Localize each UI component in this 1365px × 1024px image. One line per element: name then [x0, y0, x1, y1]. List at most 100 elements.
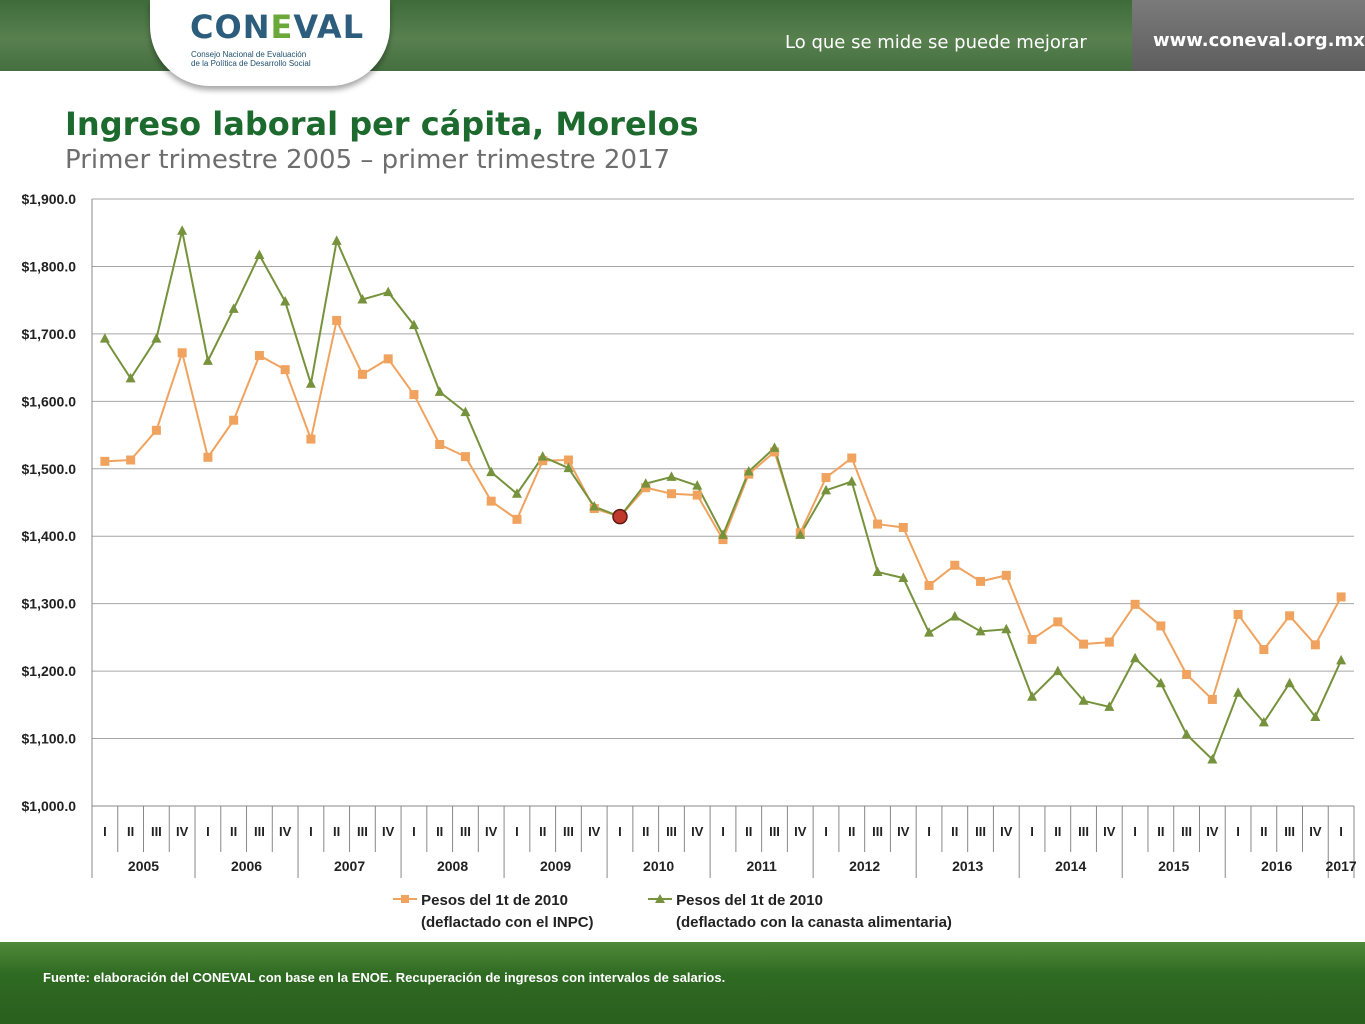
x-tick-label-quarter: II — [333, 824, 340, 839]
data-point-inpc — [332, 315, 342, 325]
x-tick-label-year: 2017 — [1326, 858, 1357, 874]
website-url: www.coneval.org.mx — [1153, 30, 1365, 51]
x-tick-label-quarter: I — [1133, 824, 1137, 839]
x-tick-label-quarter: IV — [1206, 824, 1219, 839]
data-point-canasta — [228, 303, 239, 313]
x-tick-label-quarter: I — [824, 824, 828, 839]
x-tick-label-quarter: II — [1054, 824, 1061, 839]
x-tick-label-year: 2010 — [643, 858, 674, 874]
x-tick-label-quarter: III — [1078, 824, 1089, 839]
data-point-canasta — [408, 319, 419, 330]
data-point-canasta — [357, 293, 368, 304]
x-tick-label-quarter: I — [309, 824, 313, 839]
legend-item-canasta: Pesos del 1t de 2010 (deflactado con la … — [648, 890, 952, 934]
legend-marker-inpc — [393, 895, 417, 903]
x-tick-label-quarter: II — [436, 824, 443, 839]
data-point-canasta — [1104, 701, 1115, 711]
x-tick-label-year: 2007 — [334, 858, 365, 874]
data-point-inpc — [847, 453, 857, 463]
data-point-inpc — [538, 456, 548, 466]
data-point-inpc — [873, 519, 883, 529]
x-tick-label-quarter: IV — [279, 824, 292, 839]
data-point-canasta — [1052, 665, 1063, 676]
data-point-canasta — [1078, 695, 1089, 705]
legend-label-canasta-note: (deflactado con la canasta alimentaria) — [676, 914, 952, 931]
data-point-canasta — [718, 529, 728, 539]
data-point-inpc — [1027, 634, 1037, 644]
x-tick-label-quarter: III — [563, 824, 574, 839]
logo-subtitle: Consejo Nacional de Evaluación de la Pol… — [191, 50, 311, 68]
x-tick-label-year: 2008 — [437, 858, 468, 874]
data-point-inpc — [306, 434, 316, 444]
x-tick-label-quarter: I — [103, 824, 107, 839]
x-tick-label-quarter: III — [872, 824, 883, 839]
data-point-inpc — [151, 425, 161, 435]
data-point-inpc — [254, 350, 264, 360]
data-point-inpc — [821, 473, 831, 483]
x-tick-label-quarter: II — [642, 824, 649, 839]
data-point-inpc — [1285, 611, 1295, 621]
series-line-canasta — [104, 230, 1343, 762]
x-tick-label-quarter: II — [951, 824, 958, 839]
data-point-inpc — [1233, 609, 1243, 619]
x-tick-label-quarter: IV — [691, 824, 704, 839]
legend-item-inpc: Pesos del 1t de 2010 (deflactado con el … — [393, 890, 594, 934]
x-tick-label-quarter: II — [230, 824, 237, 839]
legend-label-inpc: Pesos del 1t de 2010 — [421, 892, 568, 909]
data-point-canasta — [898, 572, 909, 583]
data-point-canasta — [434, 386, 445, 396]
logo-text: CONEVAL — [190, 8, 364, 46]
x-tick-label-quarter: IV — [897, 824, 910, 839]
data-point-inpc — [1104, 637, 1114, 647]
logo-subtitle-line1: Consejo Nacional de Evaluación — [191, 50, 307, 59]
data-point-canasta — [460, 406, 471, 417]
data-point-canasta — [640, 478, 651, 488]
data-point-inpc — [435, 439, 445, 449]
data-point-inpc — [1259, 645, 1269, 655]
x-tick-label-quarter: I — [721, 824, 725, 839]
data-point-inpc — [718, 535, 728, 545]
x-tick-label-quarter: IV — [794, 824, 807, 839]
data-point-inpc — [1130, 599, 1140, 609]
x-tick-label-quarter: IV — [485, 824, 498, 839]
x-tick-label-year: 2016 — [1261, 858, 1292, 874]
data-point-inpc — [486, 496, 496, 506]
y-tick-label: $1,800.0 — [22, 258, 77, 274]
chart-subtitle: Primer trimestre 2005 – primer trimestre… — [65, 145, 671, 175]
chart-title: Ingreso laboral per cápita, Morelos — [65, 105, 699, 143]
data-point-canasta — [177, 225, 188, 235]
x-tick-label-quarter: II — [127, 824, 134, 839]
data-point-canasta — [1310, 711, 1321, 721]
x-tick-label-quarter: I — [412, 824, 416, 839]
legend-label-canasta: Pesos del 1t de 2010 — [676, 892, 823, 909]
data-point-canasta — [692, 480, 703, 490]
x-tick-label-quarter: III — [1181, 824, 1192, 839]
source-note: Fuente: elaboración del CONEVAL con base… — [43, 970, 726, 985]
footer-bar — [0, 942, 1365, 1024]
logo-panel: CONEVAL Consejo Nacional de Evaluación d… — [150, 0, 390, 86]
x-tick-label-quarter: II — [1157, 824, 1164, 839]
data-point-canasta — [924, 627, 935, 637]
data-point-inpc — [950, 560, 960, 570]
data-point-canasta — [821, 484, 832, 495]
data-point-inpc — [1053, 617, 1063, 627]
data-point-inpc — [976, 576, 986, 586]
data-point-canasta — [1181, 729, 1192, 739]
data-point-canasta — [125, 372, 136, 383]
data-point-inpc — [692, 490, 702, 500]
x-tick-label-quarter: III — [357, 824, 368, 839]
data-point-canasta — [202, 355, 213, 365]
y-tick-label: $1,100.0 — [22, 731, 77, 747]
x-tick-label-year: 2015 — [1158, 858, 1189, 874]
y-tick-label: $1,300.0 — [22, 596, 77, 612]
x-tick-label-quarter: III — [666, 824, 677, 839]
x-tick-label-quarter: I — [515, 824, 519, 839]
data-point-canasta — [1027, 691, 1038, 701]
data-point-canasta — [1233, 687, 1244, 697]
data-point-canasta — [1258, 716, 1269, 727]
data-point-canasta — [383, 286, 394, 297]
data-point-canasta — [846, 476, 857, 486]
x-tick-label-year: 2011 — [746, 858, 777, 874]
x-tick-label-quarter: III — [254, 824, 265, 839]
data-point-canasta — [254, 249, 265, 259]
